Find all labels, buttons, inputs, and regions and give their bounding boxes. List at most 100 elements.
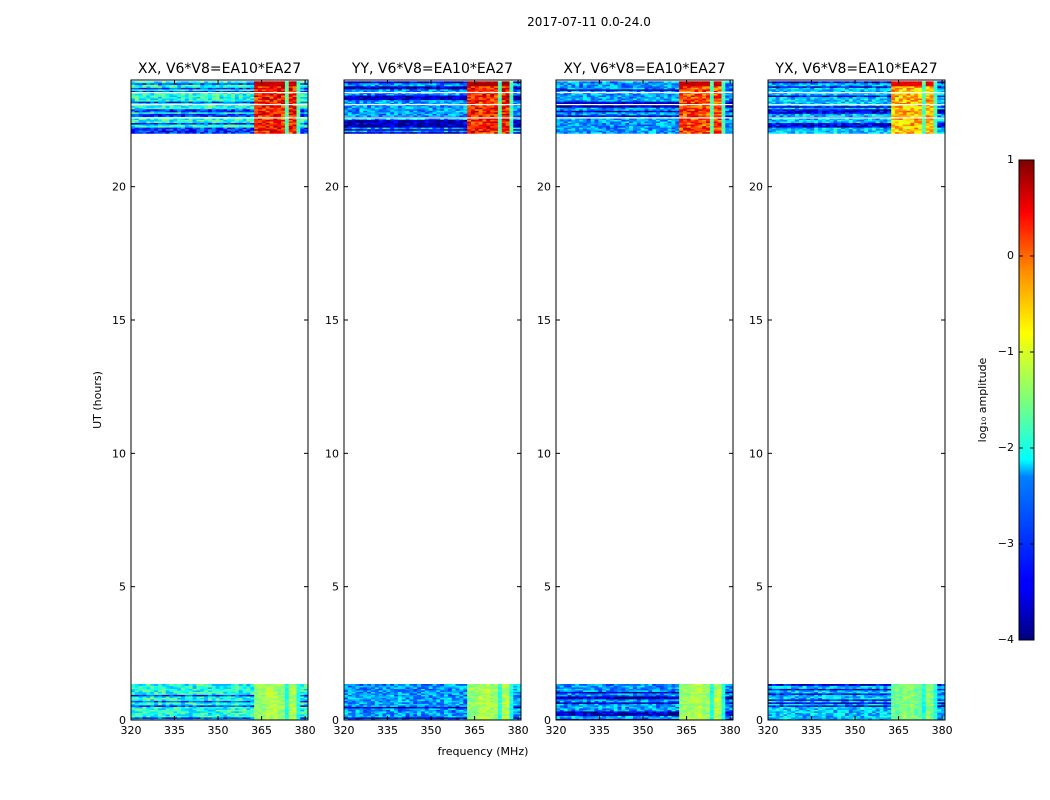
heatmap-cell (486, 703, 491, 706)
heatmap-cell (494, 696, 499, 698)
heatmap-cell (138, 708, 143, 710)
heatmap-cell (207, 130, 213, 133)
heatmap-cell (497, 122, 503, 125)
heatmap-cell (451, 688, 456, 691)
heatmap-cell (204, 687, 209, 689)
heatmap-cell (409, 706, 414, 709)
heatmap-cell (459, 696, 464, 698)
heatmap-cell (146, 690, 151, 692)
heatmap-cell (405, 705, 410, 707)
heatmap-cell (284, 111, 290, 114)
heatmap-cell (288, 124, 294, 127)
heatmap-cell (246, 114, 251, 117)
heatmap-cell (390, 712, 395, 715)
heatmap-cell (257, 128, 263, 131)
heatmap-cell (223, 107, 228, 110)
heatmap-cell (382, 718, 387, 721)
heatmap-cell (444, 694, 449, 697)
heatmap-cell (181, 93, 186, 96)
heatmap-cell (181, 718, 186, 721)
heatmap-cell (363, 709, 368, 712)
heatmap-cell (390, 715, 395, 718)
heatmap-cell (157, 85, 163, 88)
heatmap-cell (261, 82, 267, 85)
heatmap-cell (257, 131, 263, 134)
heatmap-cell (451, 128, 456, 131)
heatmap-cell (501, 121, 507, 124)
heatmap-cell (367, 131, 372, 134)
heatmap-cell (242, 118, 247, 120)
heatmap-cell (150, 127, 155, 130)
heatmap-cell (509, 131, 514, 134)
heatmap-cell (382, 717, 387, 719)
heatmap-cell (219, 95, 224, 98)
heatmap-cell (517, 130, 522, 133)
heatmap-cell (413, 125, 418, 128)
heatmap-cell (200, 696, 205, 698)
heatmap-cell (146, 110, 151, 113)
heatmap-cell (207, 98, 213, 101)
heatmap-cell (192, 702, 197, 704)
heatmap-cell (424, 697, 430, 700)
heatmap-cell (463, 688, 468, 691)
heatmap-cell (265, 122, 270, 125)
heatmap-cell (470, 685, 476, 688)
heatmap-cell (417, 709, 422, 712)
heatmap-cell (304, 108, 309, 111)
heatmap-cell (254, 119, 259, 122)
heatmap-cell (146, 709, 151, 712)
heatmap-cell (257, 696, 263, 698)
heatmap-cell (478, 124, 483, 127)
heatmap-cell (470, 711, 476, 713)
heatmap-cell (386, 127, 391, 130)
heatmap-cell (467, 693, 472, 695)
heatmap-cell (363, 684, 368, 686)
heatmap-cell (447, 700, 453, 703)
heatmap-cell (409, 711, 414, 713)
heatmap-cell (257, 687, 263, 689)
heatmap-cell (227, 130, 232, 133)
heatmap-cell (378, 697, 383, 700)
heatmap-cell (231, 709, 236, 712)
heatmap-cell (215, 687, 220, 689)
heatmap-cell (188, 93, 193, 96)
heatmap-cell (219, 693, 224, 695)
heatmap-cell (200, 130, 205, 133)
heatmap-cell (374, 718, 380, 721)
heatmap-cell (234, 708, 240, 710)
heatmap-cell (200, 113, 205, 116)
heatmap-cell (238, 703, 243, 706)
heatmap-cell (440, 124, 445, 127)
heatmap-cell (288, 708, 294, 710)
heatmap-cell (397, 709, 403, 712)
heatmap-cell (181, 102, 186, 105)
heatmap-cell (150, 131, 155, 134)
heatmap-cell (134, 99, 140, 102)
heatmap-cell (231, 105, 236, 108)
heatmap-cell (196, 128, 201, 131)
heatmap-cell (200, 688, 205, 691)
heatmap-cell (397, 119, 403, 122)
heatmap-cell (131, 90, 136, 93)
heatmap-cell (490, 685, 495, 688)
heatmap-cell (223, 718, 228, 721)
heatmap-cell (304, 118, 309, 120)
heatmap-cell (494, 125, 499, 128)
heatmap-cell (300, 705, 305, 707)
heatmap-cell (363, 128, 368, 131)
heatmap-cell (146, 700, 151, 703)
heatmap-cell (486, 705, 491, 707)
heatmap-cell (467, 124, 472, 127)
heatmap-cell (363, 706, 368, 709)
heatmap-cell (292, 82, 297, 85)
heatmap-cell (513, 717, 518, 719)
heatmap-cell (204, 690, 209, 692)
heatmap-cell (173, 81, 178, 84)
heatmap-cell (405, 687, 410, 689)
heatmap-cell (494, 693, 499, 695)
heatmap-cell (142, 706, 147, 709)
heatmap-cell (154, 118, 159, 120)
heatmap-cell (261, 711, 267, 713)
heatmap-cell (192, 107, 197, 110)
heatmap-cell (234, 118, 240, 120)
